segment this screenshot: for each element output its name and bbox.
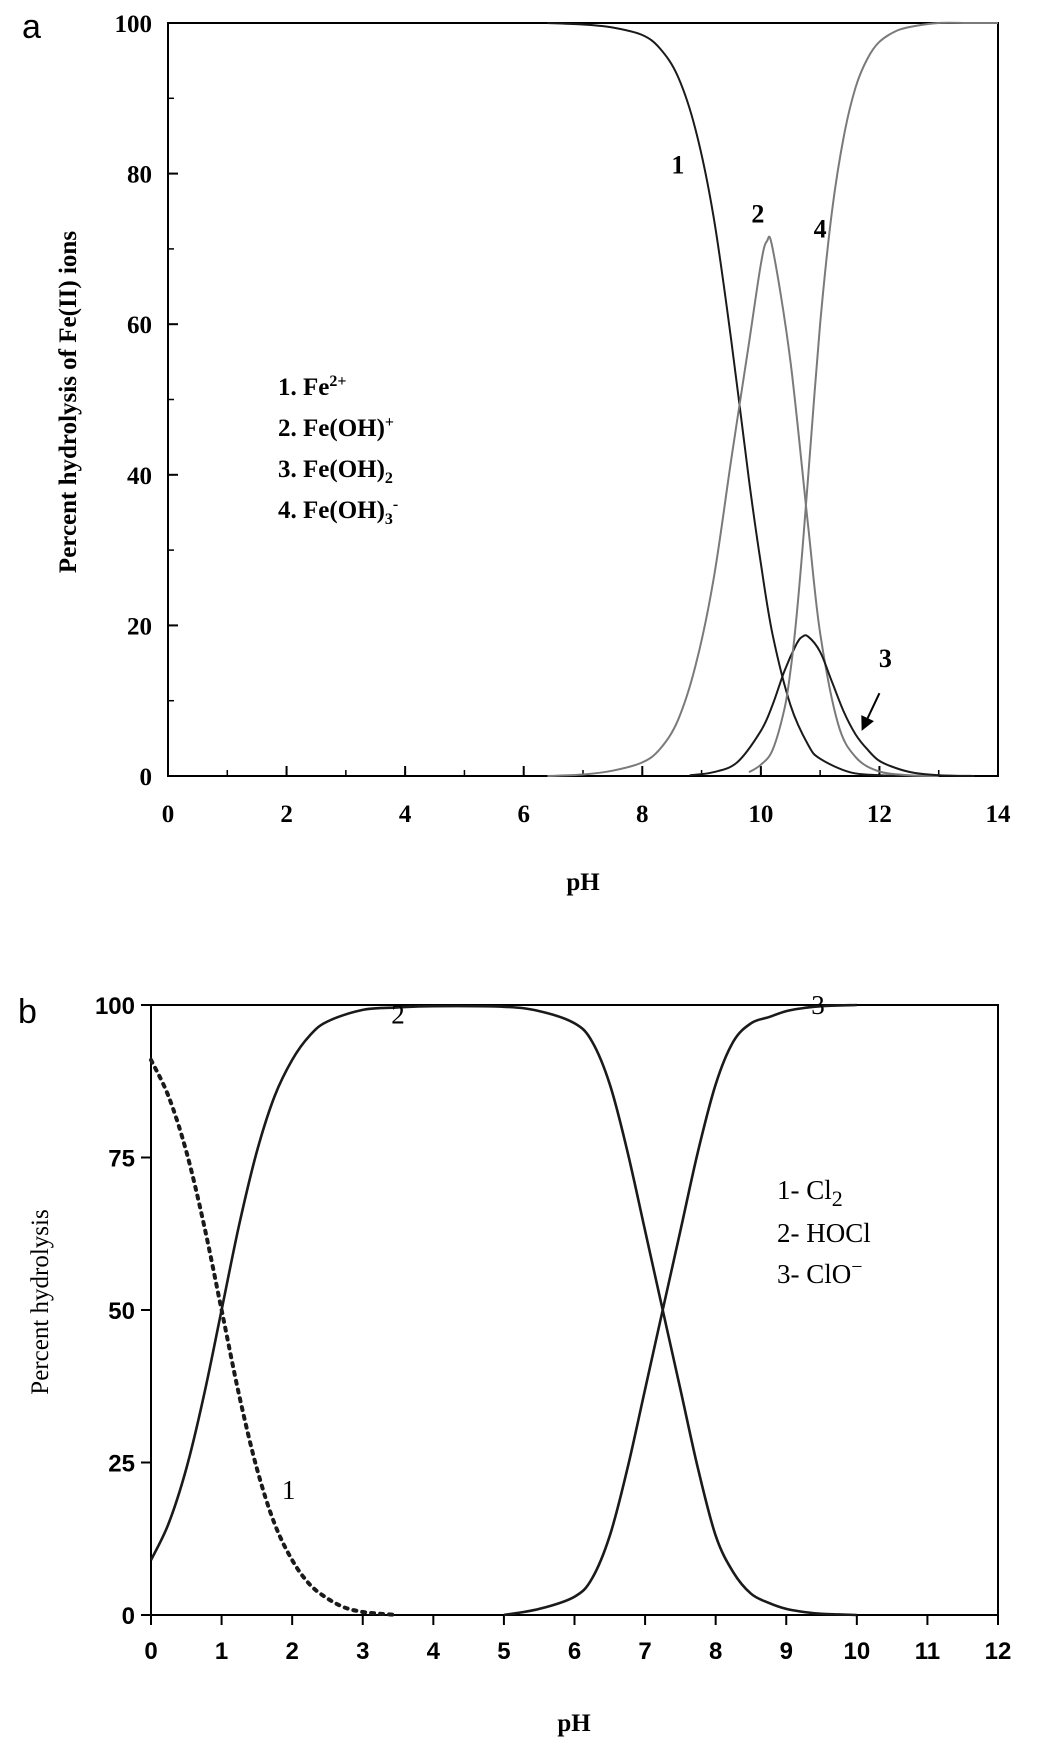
x-tick-label: 6 bbox=[517, 801, 530, 828]
x-tick-label: 7 bbox=[638, 1638, 651, 1665]
panel-b-plot-frame bbox=[150, 1004, 999, 1616]
x-tick-label: 0 bbox=[144, 1638, 157, 1665]
legend-a-item-1: 1. Fe2+ bbox=[278, 373, 347, 401]
y-tick-label: 0 bbox=[122, 1603, 135, 1630]
panel-b-legend: 1- Cl2 2- HOCl 3- ClO− bbox=[777, 1175, 871, 1289]
panel-a-label: a bbox=[22, 8, 41, 46]
y-tick-label: 100 bbox=[115, 11, 153, 38]
x-tick-label: 2 bbox=[280, 801, 293, 828]
x-tick-label: 5 bbox=[497, 1638, 510, 1665]
legend-b-item-2: 2- HOCl bbox=[777, 1218, 871, 1248]
x-tick-label: 10 bbox=[748, 801, 773, 828]
legend-b-item-1: 1- Cl2 bbox=[777, 1175, 843, 1211]
x-tick-label: 3 bbox=[356, 1638, 369, 1665]
y-tick-label: 100 bbox=[95, 993, 135, 1020]
series-3-line bbox=[689, 634, 975, 777]
x-tick-label: 14 bbox=[986, 801, 1012, 828]
x-tick-label: 8 bbox=[636, 801, 649, 828]
series-3-line bbox=[503, 1003, 857, 1617]
legend-b-item-3: 3- ClO− bbox=[777, 1256, 863, 1289]
y-tick-label: 50 bbox=[108, 1298, 135, 1325]
panel-a-y-axis-label: Percent hydrolysis of Fe(II) ions bbox=[55, 231, 82, 573]
curve-label-4: 4 bbox=[814, 215, 827, 244]
panel-a-x-ticks: 0 2 4 6 8 10 12 14 bbox=[162, 766, 1011, 828]
curve-label-2: 2 bbox=[391, 999, 405, 1029]
x-tick-label: 4 bbox=[399, 801, 412, 828]
panel-b-curve-labels: 2 3 1 bbox=[282, 990, 825, 1505]
y-tick-label: 20 bbox=[127, 613, 152, 640]
panel-b-series bbox=[149, 1003, 857, 1617]
panel-a-x-axis-label: pH bbox=[566, 869, 600, 896]
x-tick-label: 11 bbox=[915, 1638, 940, 1665]
y-tick-label: 0 bbox=[140, 764, 153, 791]
series-2-line bbox=[149, 1004, 857, 1617]
x-tick-label: 9 bbox=[780, 1638, 793, 1665]
panel-a-legend: 1. Fe2+ 2. Fe(OH)+ 3. Fe(OH)2 4. Fe(OH)3… bbox=[278, 373, 398, 528]
curve-label-1: 1 bbox=[671, 151, 684, 180]
curve-label-1: 1 bbox=[282, 1475, 296, 1505]
y-tick-label: 75 bbox=[108, 1146, 135, 1173]
series-4-line bbox=[748, 21, 998, 774]
series-1-line bbox=[547, 22, 939, 778]
x-tick-label: 8 bbox=[709, 1638, 722, 1665]
panel-b-label: b bbox=[18, 993, 37, 1031]
panel-a-curve-labels: 1 2 4 3 bbox=[671, 151, 892, 673]
x-tick-label: 4 bbox=[427, 1638, 441, 1665]
y-tick-label: 80 bbox=[127, 162, 152, 189]
panel-b-y-axis-label: Percent hydrolysis bbox=[27, 1209, 54, 1394]
x-tick-label: 12 bbox=[867, 801, 892, 828]
x-tick-label: 0 bbox=[162, 801, 175, 828]
x-tick-label: 10 bbox=[843, 1638, 870, 1665]
x-tick-label: 12 bbox=[985, 1638, 1012, 1665]
x-tick-label: 6 bbox=[568, 1638, 581, 1665]
curve-label-3: 3 bbox=[879, 644, 892, 673]
y-tick-label: 40 bbox=[127, 463, 152, 490]
panel-a-series bbox=[547, 21, 998, 778]
series-2-line bbox=[547, 235, 939, 777]
panel-a-arrow-line bbox=[866, 692, 881, 719]
curve-label-2: 2 bbox=[751, 200, 764, 229]
panel-b-x-ticks: 0 1 2 3 4 5 6 7 8 9 10 11 12 bbox=[144, 1615, 1011, 1665]
series-1-line bbox=[149, 1057, 400, 1617]
x-tick-label: 2 bbox=[285, 1638, 298, 1665]
y-tick-label: 25 bbox=[108, 1451, 135, 1478]
legend-a-item-2: 2. Fe(OH)+ bbox=[278, 414, 394, 442]
legend-a-item-3: 3. Fe(OH)2 bbox=[278, 456, 393, 487]
panel-a-arrow-head bbox=[861, 715, 874, 731]
panel-b-x-axis-label: pH bbox=[557, 1710, 591, 1737]
y-tick-label: 60 bbox=[127, 312, 152, 339]
curve-label-3: 3 bbox=[811, 990, 825, 1020]
x-tick-label: 1 bbox=[215, 1638, 228, 1665]
panel-a-y-ticks: 0 20 40 60 80 100 bbox=[115, 11, 178, 791]
panel-b-y-ticks: 0 25 50 75 100 bbox=[95, 993, 151, 1630]
legend-a-item-4: 4. Fe(OH)3- bbox=[278, 496, 398, 528]
